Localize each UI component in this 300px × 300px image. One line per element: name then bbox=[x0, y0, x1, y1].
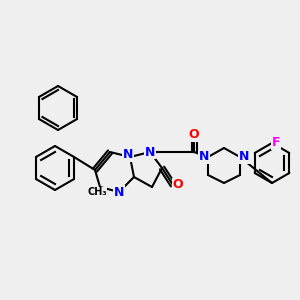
Text: N: N bbox=[199, 151, 209, 164]
Text: O: O bbox=[189, 128, 199, 142]
Text: O: O bbox=[173, 178, 183, 191]
Text: N: N bbox=[145, 146, 155, 158]
Text: N: N bbox=[123, 148, 133, 161]
Text: F: F bbox=[272, 136, 280, 149]
Text: CH₃: CH₃ bbox=[87, 187, 107, 197]
Text: N: N bbox=[114, 185, 124, 199]
Text: N: N bbox=[239, 151, 249, 164]
Text: N: N bbox=[123, 148, 133, 161]
